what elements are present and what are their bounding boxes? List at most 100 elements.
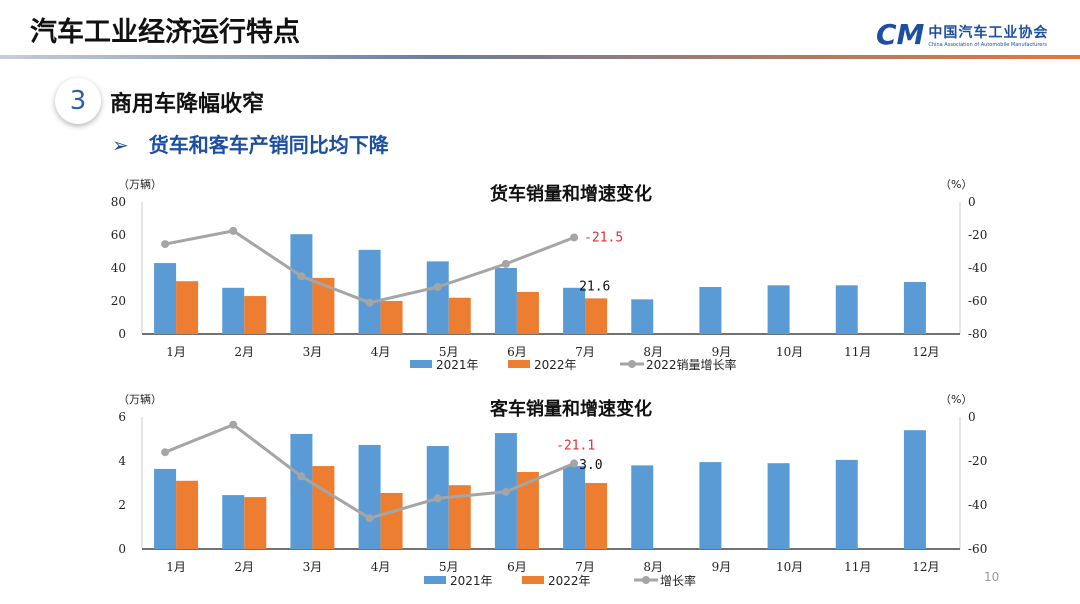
growth-point — [161, 448, 170, 457]
y2-tick-label: -60 — [968, 542, 987, 556]
y2-tick-label: -60 — [968, 294, 987, 308]
growth-point — [570, 233, 579, 242]
y2-tick-label: 0 — [968, 195, 976, 209]
growth-point — [433, 282, 442, 291]
legend-swatch — [424, 576, 446, 584]
x-tick-label: 9月 — [712, 345, 732, 359]
bar-2022 — [380, 492, 403, 549]
chart-title: 客车销量和增速变化 — [490, 398, 652, 420]
x-tick-label: 2月 — [234, 345, 254, 359]
bar-2022 — [448, 297, 471, 334]
bar-2021 — [903, 282, 926, 334]
legend-swatch — [642, 576, 650, 584]
x-tick-label: 12月 — [912, 560, 939, 574]
legend-label: 2021年 — [436, 358, 479, 372]
legend-swatch — [508, 360, 530, 368]
y-tick-label: 20 — [111, 294, 126, 308]
y2-tick-label: -20 — [968, 454, 987, 468]
bar-2022 — [312, 466, 335, 549]
y2-tick-label: 0 — [968, 410, 976, 424]
x-tick-label: 10月 — [776, 345, 803, 359]
bar-2021 — [903, 430, 926, 549]
x-tick-label: 6月 — [507, 560, 527, 574]
growth-data-label: -21.5 — [584, 230, 623, 245]
y-tick-label: 0 — [118, 327, 126, 341]
bar-2021 — [494, 268, 517, 334]
bar-data-label: 21.6 — [579, 279, 610, 294]
bar-2022 — [312, 277, 335, 334]
bar-2021 — [154, 263, 177, 334]
bar-2021 — [835, 285, 858, 334]
x-tick-label: 4月 — [371, 560, 391, 574]
x-tick-label: 8月 — [643, 560, 663, 574]
bar-2021 — [358, 444, 381, 549]
x-tick-label: 10月 — [776, 560, 803, 574]
growth-point — [570, 459, 579, 468]
bullet-text: 货车和客车产销同比均下降 — [148, 133, 389, 157]
bar-2022 — [244, 296, 267, 334]
growth-point — [297, 272, 306, 281]
bar-2021 — [290, 433, 313, 549]
bar-2021 — [426, 261, 449, 334]
bar-2021 — [631, 299, 654, 334]
growth-point — [365, 298, 374, 307]
bar-2022 — [516, 472, 539, 549]
slide-title: 汽车工业经济运行特点 — [30, 17, 300, 48]
bar-data-label: 3.0 — [579, 458, 602, 473]
section-number: 3 — [55, 78, 101, 124]
bar-2021 — [699, 462, 722, 549]
bar-2021 — [699, 286, 722, 334]
bar-2021 — [290, 234, 313, 334]
x-tick-label: 1月 — [166, 345, 186, 359]
bar-2021 — [563, 466, 586, 549]
y-tick-label: 6 — [118, 410, 126, 424]
bar-2022 — [176, 281, 199, 334]
x-tick-label: 5月 — [439, 345, 459, 359]
logo-en: China Association of Automobile Manufact… — [928, 41, 1048, 48]
growth-point — [161, 240, 170, 249]
legend-swatch — [522, 576, 544, 584]
bar-2021 — [222, 287, 245, 334]
growth-point — [433, 494, 442, 503]
bar-2021 — [631, 465, 654, 549]
y2-axis-label: （%） — [940, 393, 972, 406]
bar-2021 — [563, 287, 586, 334]
y2-tick-label: -20 — [968, 228, 987, 242]
bar-2022 — [244, 497, 267, 549]
growth-point — [297, 472, 306, 481]
chart-title: 货车销量和增速变化 — [490, 183, 652, 205]
x-tick-label: 9月 — [712, 560, 732, 574]
growth-point — [501, 259, 510, 268]
bar-2022 — [516, 291, 539, 334]
page-number: 10 — [984, 570, 1000, 584]
bullet-point: ➢ 货车和客车产销同比均下降 — [112, 129, 389, 158]
x-tick-label: 7月 — [575, 345, 595, 359]
bar-2021 — [222, 495, 245, 549]
bar-2021 — [767, 285, 790, 334]
header-divider — [0, 55, 1080, 59]
bar-2022 — [585, 298, 608, 334]
x-tick-label: 3月 — [303, 345, 323, 359]
y-axis-label: （万辆） — [118, 177, 162, 191]
y-tick-label: 4 — [118, 454, 126, 468]
legend-label: 2022销量增长率 — [646, 357, 737, 372]
x-tick-label: 4月 — [371, 345, 391, 359]
bar-2021 — [835, 459, 858, 549]
growth-point — [229, 420, 238, 429]
x-tick-label: 1月 — [166, 560, 186, 574]
y-tick-label: 60 — [111, 228, 126, 242]
y2-tick-label: -80 — [968, 327, 987, 341]
logo-text: 中国汽车工业协会 — [928, 24, 1049, 41]
x-tick-label: 8月 — [643, 345, 663, 359]
legend-label: 2021年 — [450, 574, 493, 588]
y2-tick-label: -40 — [968, 261, 987, 275]
x-tick-label: 11月 — [844, 345, 871, 359]
x-tick-label: 7月 — [575, 560, 595, 574]
y2-axis-label: （%） — [940, 178, 972, 191]
legend-swatch — [410, 360, 432, 368]
logo-mark: CM — [876, 18, 925, 51]
bar-2022 — [585, 483, 608, 549]
y-axis-label: （万辆） — [118, 392, 162, 406]
growth-point — [229, 226, 238, 235]
growth-point — [501, 487, 510, 496]
